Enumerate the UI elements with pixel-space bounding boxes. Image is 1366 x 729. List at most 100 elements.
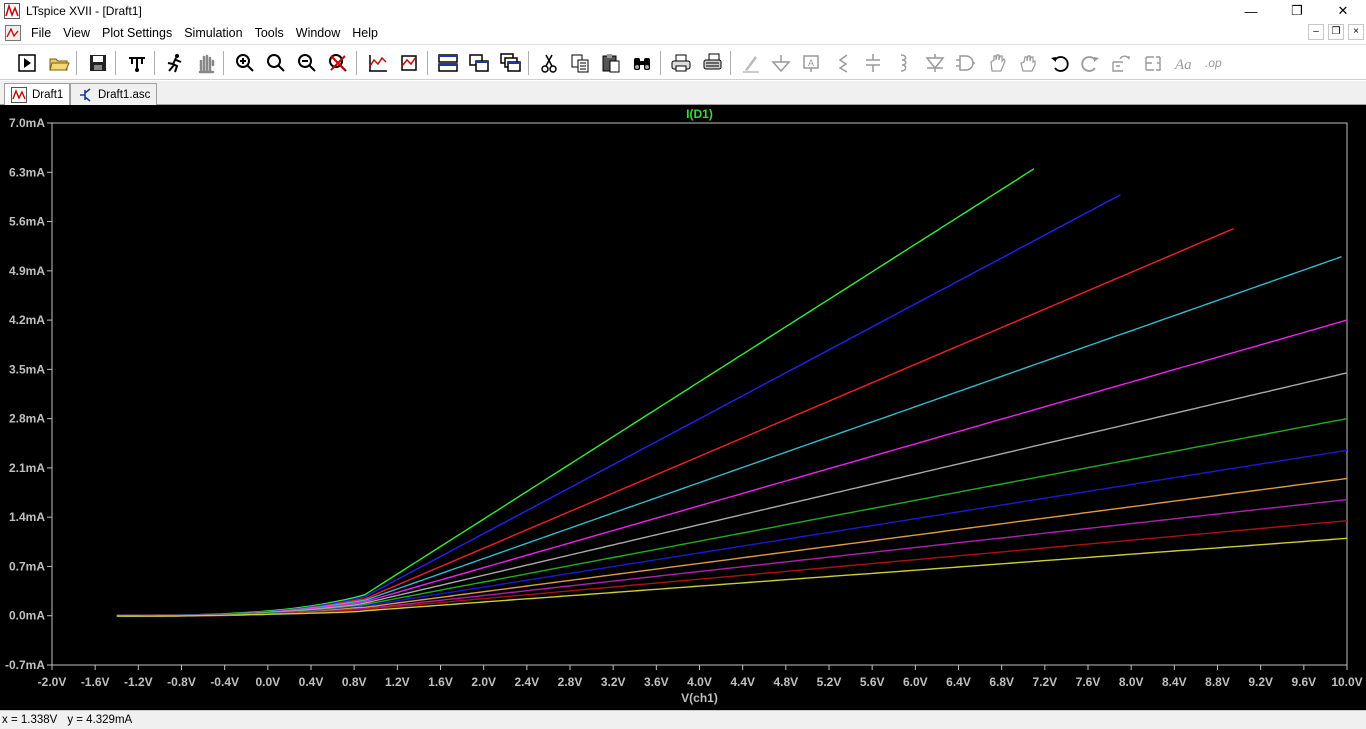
menu-view[interactable]: View	[63, 26, 91, 40]
status-bar: x = 1.338V y = 4.329mA	[0, 710, 1366, 729]
redo-icon[interactable]	[1077, 50, 1103, 76]
component-icon[interactable]	[952, 50, 978, 76]
trace-11[interactable]	[116, 520, 1348, 617]
x-tick-label: 5.2V	[817, 675, 842, 689]
move-icon[interactable]	[984, 50, 1010, 76]
trace-1[interactable]	[116, 168, 1035, 617]
x-tick-label: 1.2V	[385, 675, 410, 689]
x-tick-label: 9.2V	[1248, 675, 1273, 689]
tile-horizontal-icon[interactable]	[435, 50, 461, 76]
y-tick-label: 1.4mA	[9, 510, 45, 524]
save-icon[interactable]	[85, 50, 111, 76]
title-bar: LTspice XVII - [Draft1] — ❐ ✕	[0, 0, 1366, 22]
document-system-menu-icon[interactable]	[5, 25, 21, 41]
zoom-in-icon[interactable]	[232, 50, 258, 76]
new-schematic-icon[interactable]	[14, 50, 40, 76]
undo-icon[interactable]	[1047, 50, 1073, 76]
tab-label: Draft1.asc	[98, 88, 151, 101]
menu-plot-settings[interactable]: Plot Settings	[102, 26, 173, 40]
rotate-icon[interactable]	[1108, 50, 1134, 76]
x-tick-label: 2.4V	[514, 675, 539, 689]
trace-5[interactable]	[116, 319, 1348, 617]
x-tick-label: 10.0V	[1331, 675, 1362, 689]
ground-icon[interactable]	[768, 50, 794, 76]
label-net-icon[interactable]: A	[798, 50, 824, 76]
mdi-close-button[interactable]: ×	[1348, 24, 1364, 40]
minimize-button[interactable]: —	[1244, 3, 1258, 19]
inductor-icon[interactable]	[891, 50, 917, 76]
y-tick-label: 0.0mA	[9, 609, 45, 623]
x-tick-label: -2.0V	[38, 675, 67, 689]
mdi-controls: – ❐ ×	[1304, 24, 1364, 40]
autorange-icon[interactable]	[365, 50, 391, 76]
x-tick-label: 8.4V	[1162, 675, 1187, 689]
mdi-restore-button[interactable]: ❐	[1328, 24, 1344, 40]
tab-label: Draft1	[32, 88, 64, 101]
x-axis-label: V(ch1)	[681, 691, 718, 705]
zoom-cancel-icon[interactable]	[325, 50, 351, 76]
tile-vertical-icon[interactable]	[466, 50, 492, 76]
control-panel-icon[interactable]	[124, 50, 150, 76]
waveform-plot[interactable]: I(D1) 7.0mA 6.3mA 5.6mA 4.9mA 4.2mA 3.5mA 2.8mA…	[0, 105, 1366, 710]
run-icon[interactable]	[162, 50, 188, 76]
x-tick-label: 0.4V	[299, 675, 324, 689]
x-tick-label: 0.8V	[342, 675, 367, 689]
draw-wire-icon[interactable]	[738, 50, 764, 76]
svg-text:Aa: Aa	[1174, 57, 1192, 73]
menu-file[interactable]: File	[31, 26, 52, 40]
print-icon[interactable]	[668, 50, 694, 76]
menu-simulation[interactable]: Simulation	[184, 26, 243, 40]
trace-12[interactable]	[116, 537, 1348, 617]
menu-window[interactable]: Window	[295, 26, 341, 40]
close-button[interactable]: ✕	[1337, 3, 1349, 18]
x-tick-label: 8.8V	[1205, 675, 1230, 689]
y-tick-label: 7.0mA	[9, 116, 45, 130]
y-tick-label: 5.6mA	[9, 215, 45, 229]
trace-8[interactable]	[116, 449, 1348, 617]
tab-draft1-asc[interactable]: Draft1.asc	[70, 83, 158, 105]
x-tick-label: 2.0V	[471, 675, 496, 689]
text-icon[interactable]: Aa	[1171, 50, 1197, 76]
mirror-icon[interactable]	[1140, 50, 1166, 76]
paste-icon[interactable]	[598, 50, 624, 76]
waveform-icon	[11, 86, 27, 103]
drag-icon[interactable]	[1015, 50, 1041, 76]
tab-draft1[interactable]: Draft1	[4, 83, 71, 105]
trace-4[interactable]	[116, 256, 1342, 617]
mdi-minimize-button[interactable]: –	[1308, 24, 1324, 40]
x-tick-label: 5.6V	[860, 675, 885, 689]
x-tick-label: 0.0V	[255, 675, 280, 689]
resistor-icon[interactable]	[830, 50, 856, 76]
trace-title[interactable]: I(D1)	[686, 107, 713, 121]
waveform-chart[interactable]: I(D1) 7.0mA 6.3mA 5.6mA 4.9mA 4.2mA 3.5mA 2.8mA…	[0, 105, 1366, 710]
zoom-to-fit-icon[interactable]	[263, 50, 289, 76]
y-tick-label: 2.8mA	[9, 412, 45, 426]
zoom-out-icon[interactable]	[294, 50, 320, 76]
spice-directive-icon[interactable]: .op	[1202, 50, 1228, 76]
trace-7[interactable]	[116, 417, 1348, 617]
x-tick-label: 3.6V	[644, 675, 669, 689]
svg-text:.op: .op	[1205, 56, 1222, 70]
trace-2[interactable]	[116, 194, 1121, 617]
halt-icon[interactable]	[193, 50, 219, 76]
y-tick-label: 0.7mA	[9, 559, 45, 573]
x-tick-label: 6.4V	[946, 675, 971, 689]
trace-9[interactable]	[116, 477, 1348, 617]
menu-help[interactable]: Help	[352, 26, 378, 40]
find-icon[interactable]	[629, 50, 655, 76]
cut-icon[interactable]	[536, 50, 562, 76]
cascade-icon[interactable]	[497, 50, 523, 76]
open-icon[interactable]	[46, 50, 72, 76]
ltspice-app-icon[interactable]	[4, 3, 20, 19]
print-setup-icon[interactable]	[699, 50, 725, 76]
capacitor-icon[interactable]	[860, 50, 886, 76]
x-tick-label: 8.0V	[1119, 675, 1144, 689]
mark-unref-icon[interactable]	[396, 50, 422, 76]
diode-icon[interactable]	[922, 50, 948, 76]
menu-tools[interactable]: Tools	[254, 26, 284, 40]
restore-button[interactable]: ❐	[1291, 3, 1303, 18]
copy-icon[interactable]	[567, 50, 593, 76]
x-tick-label: 7.2V	[1032, 675, 1057, 689]
cursor-x-readout: x = 1.338V	[2, 714, 58, 726]
trace-6[interactable]	[116, 372, 1348, 617]
